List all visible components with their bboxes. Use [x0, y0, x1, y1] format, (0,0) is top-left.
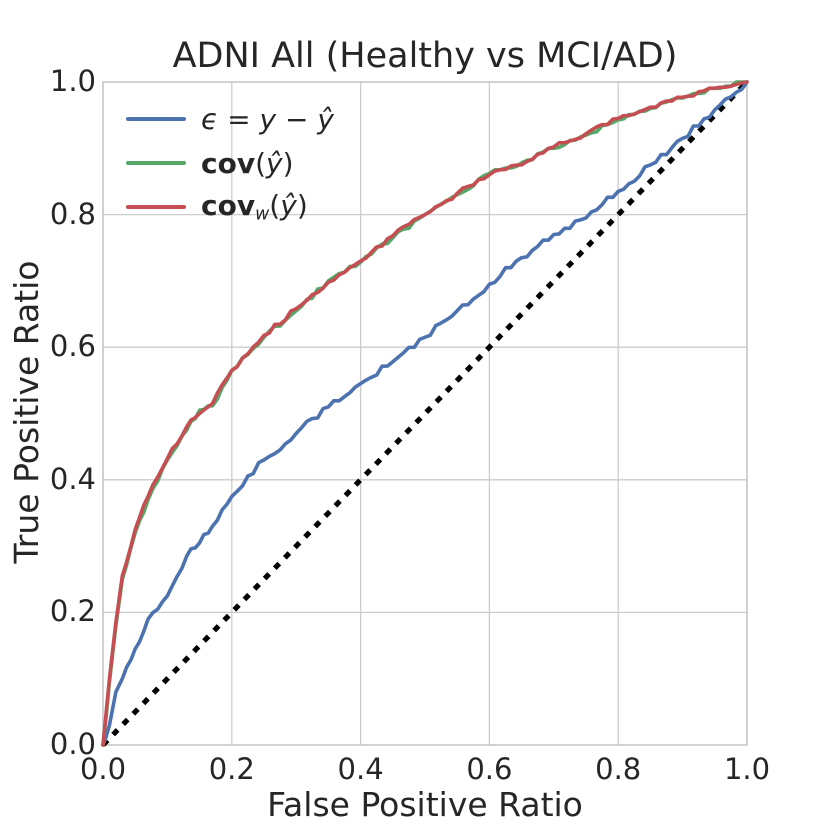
legend: ϵ = y − ŷ cov(ŷ) covw(ŷ)	[126, 97, 334, 229]
y-tick-label: 0.0	[49, 727, 96, 761]
y-tick-label: 0.4	[49, 461, 96, 496]
y-tick-label: 0.8	[49, 196, 96, 231]
legend-label: ϵ = y − ŷ	[201, 102, 334, 136]
x-tick-label: 0.0	[79, 752, 127, 786]
x-tick-label: 0.6	[466, 752, 513, 786]
legend-label: covw(ŷ)	[201, 189, 308, 225]
chart-title: ADNI All (Healthy vs MCI/AD)	[172, 36, 678, 76]
chance-diagonal-line	[101, 80, 749, 747]
legend-label: cov(ŷ)	[201, 146, 294, 180]
x-tick-label: 0.4	[337, 752, 384, 786]
y-axis-label: True Positive Ratio	[7, 260, 46, 564]
y-tick-label: 0.2	[49, 594, 96, 629]
legend-item-epsilon-residual: ϵ = y − ŷ	[126, 97, 334, 141]
plot-border	[102, 81, 748, 746]
legend-line-swatch	[126, 116, 186, 122]
y-tick-label: 1.0	[49, 64, 96, 98]
x-tick-label: 1.0	[723, 752, 771, 786]
x-axis-label: False Positive Ratio	[267, 785, 583, 824]
roc-curve-epsilon-residual	[101, 80, 749, 747]
roc-curve-cov-weighted	[101, 80, 749, 747]
legend-line-swatch	[126, 204, 186, 210]
y-tick-label: 0.6	[49, 329, 96, 364]
legend-item-cov: cov(ŷ)	[126, 141, 334, 185]
x-tick-label: 0.8	[595, 752, 642, 786]
legend-item-cov-weighted: covw(ŷ)	[126, 185, 334, 229]
x-tick-label: 0.2	[208, 752, 255, 786]
legend-line-swatch	[126, 160, 186, 166]
